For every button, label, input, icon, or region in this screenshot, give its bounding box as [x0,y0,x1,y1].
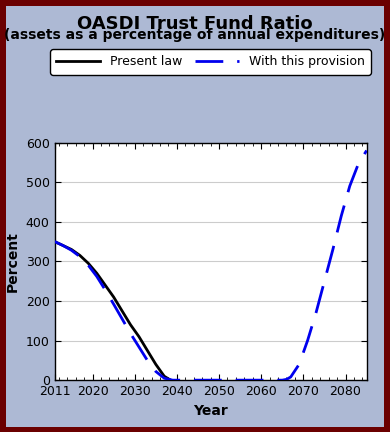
Text: OASDI Trust Fund Ratio: OASDI Trust Fund Ratio [77,15,313,33]
Legend: Present law, With this provision: Present law, With this provision [50,49,371,74]
Text: (assets as a percentage of annual expenditures): (assets as a percentage of annual expend… [4,28,386,42]
X-axis label: Year: Year [193,403,228,418]
Y-axis label: Percent: Percent [6,231,20,292]
